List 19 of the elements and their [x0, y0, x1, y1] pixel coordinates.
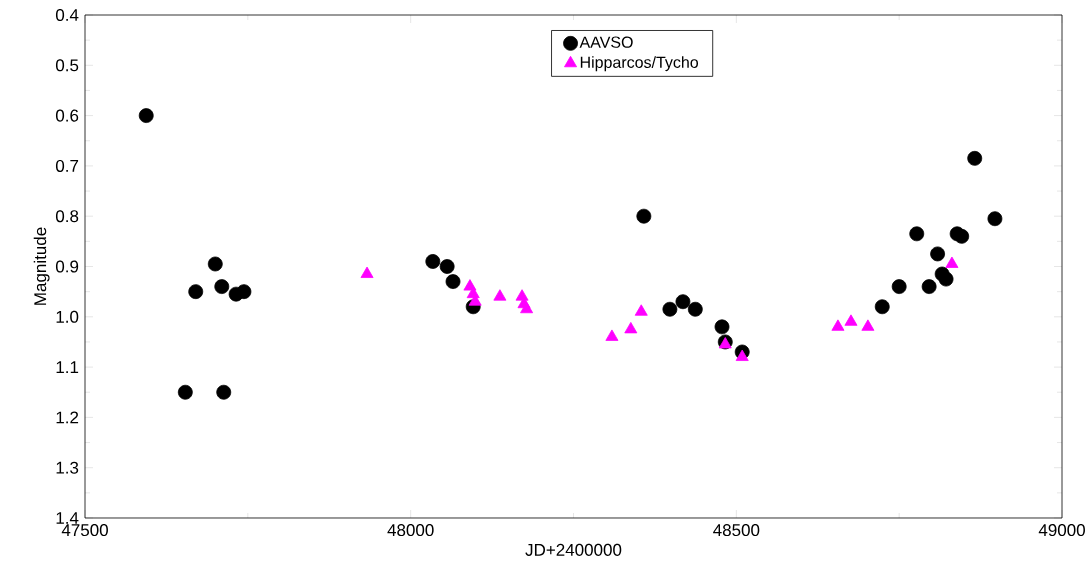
y-tick-label: 0.6	[55, 109, 79, 122]
x-tick-label: 48500	[713, 524, 760, 537]
x-tick-label: 48000	[387, 524, 434, 537]
y-tick-label: 1.2	[56, 411, 79, 424]
y-tick-label: 0.8	[55, 210, 79, 223]
x-axis-title: JD+2400000	[525, 544, 622, 557]
x-tick-label: 47500	[61, 524, 108, 537]
x-tick-label: 49000	[1038, 524, 1085, 537]
legend-label: AAVSO	[579, 36, 633, 49]
y-tick-label: 0.9	[55, 260, 79, 273]
y-tick-label: 1.0	[56, 311, 79, 324]
y-tick-label: 1.3	[56, 461, 79, 474]
y-tick-label: 1.4	[56, 512, 79, 525]
y-tick-label: 0.4	[55, 9, 79, 22]
y-tick-label: 0.5	[55, 59, 79, 72]
y-tick-label: 1.1	[56, 361, 79, 374]
y-axis-title: Magnitude	[33, 227, 50, 306]
y-tick-label: 0.7	[55, 160, 79, 173]
legend-label: Hipparcos/Tycho	[580, 56, 699, 72]
